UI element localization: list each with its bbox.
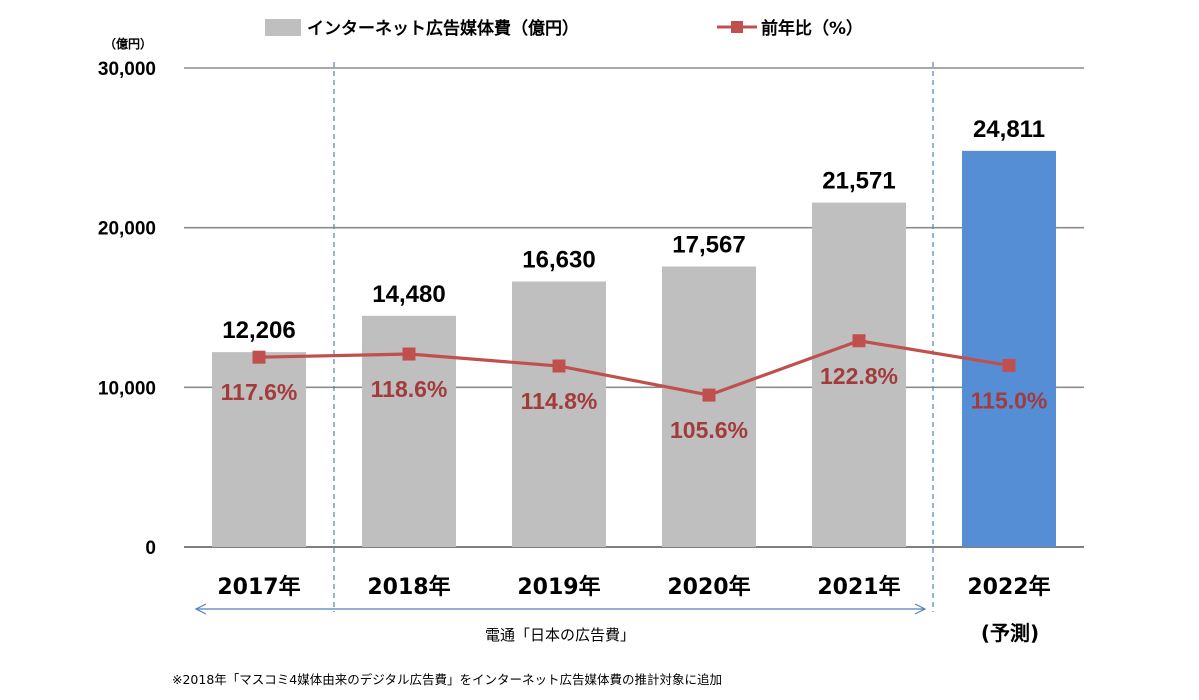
line-labels: 117.6% 118.6% 114.8% 105.6% 122.8% 115.0% [221,363,1048,443]
ratio-marker [852,334,866,348]
ratio-line [252,334,1016,402]
bar-value-label: 16,630 [522,246,595,273]
source-label: 電通「日本の広告費」 [485,626,635,644]
x-category-label: 2021年 [817,574,900,600]
legend-line-marker [731,21,743,33]
x-category-label: 2019年 [517,574,600,600]
x-category-label: 2022年 [967,574,1050,600]
bar [512,281,606,547]
bar-value-label: 14,480 [372,281,445,308]
ratio-marker [252,350,266,364]
ratio-marker [702,388,716,402]
y-tick-label: 10,000 [98,378,156,399]
source-arrow-left-head [194,603,207,615]
ratio-value-label: 117.6% [221,379,298,405]
ratio-value-label: 115.0% [971,387,1048,413]
y-axis-unit: （億円） [104,36,152,51]
gridlines [184,67,1084,548]
y-tick-label: 20,000 [98,219,156,240]
ratio-line-path [258,339,1010,397]
ratio-marker [552,359,566,373]
bar [662,266,756,547]
bar-value-label: 12,206 [222,317,295,344]
bar [812,202,906,547]
ratio-value-label: 114.8% [521,388,598,414]
ratio-marker [402,347,416,361]
forecast-note: (予測) [981,621,1039,645]
x-category-label: 2020年 [667,574,750,600]
ratio-value-label: 105.6% [670,417,748,443]
source-arrow-right-head [914,603,927,615]
y-tick-label: 30,000 [98,59,156,80]
bar-value-label: 24,811 [973,116,1045,143]
x-category-label: 2017年 [217,574,300,600]
bars [212,150,1056,548]
legend-line-label: 前年比（%） [761,18,863,39]
ratio-marker [1002,358,1016,372]
y-axis-ticks: 0 10,000 20,000 30,000 [98,59,156,559]
legend-bar-swatch [265,19,301,36]
ratio-value-label: 118.6% [371,376,448,402]
bar-labels: 12,206 14,480 16,630 17,567 21,571 24,811 [222,116,1045,344]
bar [962,150,1056,548]
period-dividers [333,62,934,612]
ratio-value-label: 122.8% [820,363,898,389]
bar [212,352,306,547]
category-labels: 2017年 2018年 2019年 2020年 2021年 2022年 [217,574,1050,600]
bar-value-label: 17,567 [672,232,745,259]
x-category-label: 2018年 [367,574,450,600]
legend-bar-label: インターネット広告媒体費（億円） [307,18,579,39]
footnote: ※2018年「マスコミ4媒体由来のデジタル広告費」をインターネット広告媒体費の推… [172,672,722,687]
bar-value-label: 21,571 [822,168,895,195]
y-tick-label: 0 [145,538,156,559]
